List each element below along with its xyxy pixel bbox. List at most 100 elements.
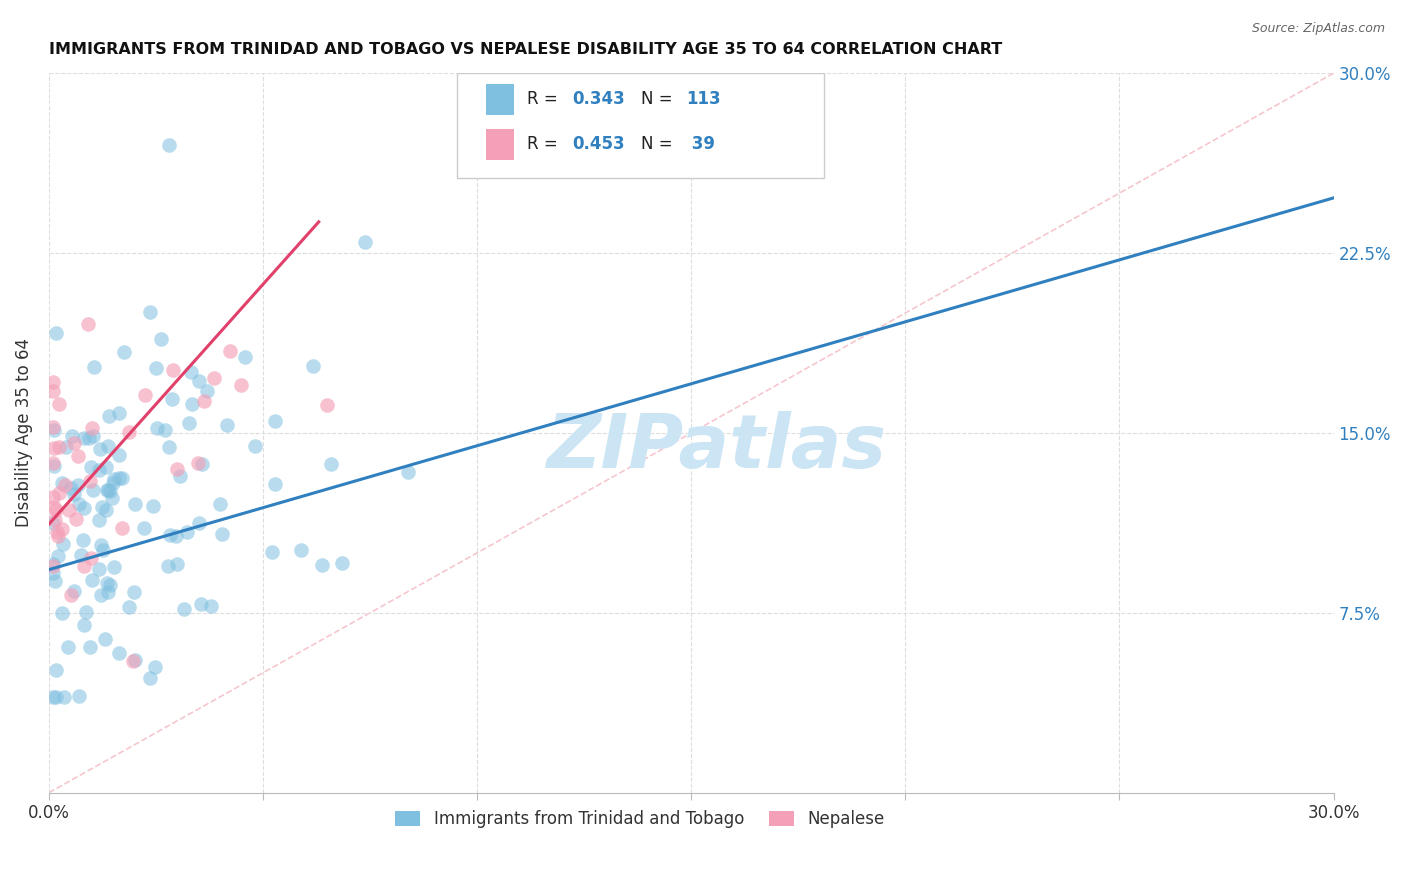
Point <box>311 558 333 573</box>
Point <box>215 417 238 432</box>
Point <box>69 497 91 511</box>
Point <box>72 533 94 547</box>
Text: R =: R = <box>527 90 562 109</box>
Point <box>42 516 65 531</box>
Point <box>156 559 179 574</box>
Point <box>44 500 66 514</box>
Text: Source: ZipAtlas.com: Source: ZipAtlas.com <box>1251 22 1385 36</box>
Point <box>97 439 120 453</box>
Point <box>79 640 101 654</box>
Point <box>94 632 117 647</box>
Point <box>165 529 187 543</box>
Point <box>63 487 86 501</box>
Point <box>169 469 191 483</box>
Point <box>139 671 162 685</box>
Point <box>290 543 312 558</box>
Point <box>94 459 117 474</box>
Point <box>200 599 222 614</box>
Point <box>98 578 121 592</box>
Text: 0.453: 0.453 <box>572 136 624 153</box>
Point <box>111 521 134 535</box>
Point <box>79 474 101 488</box>
Point <box>96 584 118 599</box>
Point <box>55 440 77 454</box>
Text: 0.343: 0.343 <box>572 90 624 109</box>
Point <box>101 475 124 490</box>
Point <box>188 374 211 388</box>
Point <box>51 476 73 491</box>
Text: N =: N = <box>641 90 678 109</box>
Point <box>132 521 155 535</box>
Point <box>62 436 84 450</box>
Point <box>52 537 75 551</box>
Point <box>139 305 162 319</box>
Point <box>100 491 122 506</box>
Point <box>193 393 215 408</box>
Point <box>75 605 97 619</box>
Point <box>316 398 339 412</box>
Point <box>97 483 120 498</box>
Point <box>124 497 146 511</box>
Point <box>73 559 96 574</box>
Point <box>67 689 90 703</box>
Point <box>150 332 173 346</box>
Point <box>60 429 83 443</box>
Point <box>42 375 65 389</box>
Point <box>56 640 79 655</box>
Point <box>80 574 103 588</box>
Point <box>209 497 232 511</box>
Point <box>46 524 69 539</box>
Point <box>112 344 135 359</box>
Point <box>60 588 83 602</box>
Point <box>67 478 90 492</box>
Point <box>91 543 114 558</box>
Point <box>66 449 89 463</box>
Point <box>118 599 141 614</box>
Point <box>90 588 112 602</box>
Point <box>42 490 65 504</box>
Point <box>44 458 66 473</box>
Point <box>180 397 202 411</box>
Point <box>179 416 201 430</box>
Text: ZIPatlas: ZIPatlas <box>547 411 887 483</box>
Point <box>98 483 121 498</box>
Point <box>51 522 73 536</box>
FancyBboxPatch shape <box>457 73 824 178</box>
Point <box>330 556 353 570</box>
Point <box>103 559 125 574</box>
Point <box>145 360 167 375</box>
Point <box>187 456 209 470</box>
Point <box>42 423 65 437</box>
Point <box>58 503 80 517</box>
Text: 113: 113 <box>686 90 721 109</box>
Point <box>124 652 146 666</box>
Point <box>90 500 112 514</box>
Text: N =: N = <box>641 136 678 153</box>
Point <box>48 396 70 410</box>
Point <box>98 409 121 423</box>
Point <box>107 448 129 462</box>
Point <box>231 377 253 392</box>
Point <box>45 326 67 340</box>
Point <box>107 646 129 660</box>
Point <box>77 317 100 331</box>
Point <box>160 392 183 406</box>
Point <box>190 597 212 611</box>
Point <box>82 429 104 443</box>
Point <box>235 350 257 364</box>
Point <box>46 529 69 543</box>
Point <box>176 525 198 540</box>
Point <box>44 442 66 456</box>
Point <box>83 359 105 374</box>
Point <box>42 690 65 704</box>
Point <box>211 526 233 541</box>
Point <box>51 607 73 621</box>
Point <box>44 574 66 588</box>
Point <box>166 462 188 476</box>
Point <box>80 420 103 434</box>
Point <box>42 456 65 470</box>
Point <box>62 583 84 598</box>
Point <box>65 512 87 526</box>
Point <box>44 513 66 527</box>
Point <box>162 363 184 377</box>
